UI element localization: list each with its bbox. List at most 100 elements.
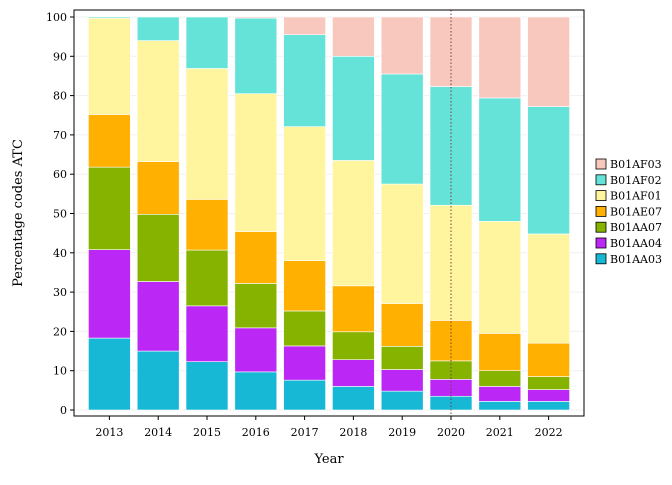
bar-segment — [380, 390, 424, 411]
legend-item: B01AF03 — [595, 158, 662, 171]
legend-swatch — [595, 237, 607, 249]
y-tick-label: 20 — [53, 325, 67, 338]
bar-segment — [380, 183, 424, 304]
bar-segment — [429, 16, 473, 87]
bar-segment — [332, 160, 375, 287]
bar-segment — [332, 285, 375, 333]
bar-segment — [478, 97, 522, 222]
bar-segment — [380, 346, 424, 370]
bar-segment — [136, 16, 180, 41]
bar-segment — [332, 16, 375, 57]
bar-segment — [185, 16, 229, 69]
legend-item: B01AA04 — [595, 237, 662, 250]
y-tick-label: 80 — [53, 90, 67, 103]
axes: 0 10 20 30 40 50 60 70 80 90 100 2013 2014 2015 2016 20… — [46, 11, 563, 439]
y-tick-label: 40 — [53, 247, 67, 260]
legend-item: B01AE07 — [595, 205, 662, 218]
bar-segment — [234, 327, 278, 373]
bar-segment — [234, 231, 278, 284]
y-tick-label: 100 — [46, 11, 67, 24]
x-tick-label: 2019 — [388, 426, 416, 439]
bar-segment — [88, 114, 131, 168]
bar-segment — [283, 16, 326, 35]
y-tick-label: 10 — [53, 365, 67, 378]
x-tick-label: 2015 — [193, 426, 221, 439]
bar-segment — [283, 260, 326, 312]
bar-segment — [185, 249, 229, 307]
y-tick-label: 0 — [60, 404, 67, 417]
bar-segment — [527, 342, 570, 377]
bar-segment — [136, 350, 180, 411]
y-tick-label: 70 — [53, 129, 67, 142]
x-tick-label: 2022 — [535, 426, 563, 439]
bar-segment — [136, 161, 180, 215]
x-tick-label: 2017 — [291, 426, 319, 439]
bar-segment — [478, 221, 522, 334]
x-tick-label: 2021 — [486, 426, 514, 439]
bar-segment — [527, 389, 570, 402]
bar-segment — [185, 305, 229, 362]
legend-item: B01AF01 — [595, 190, 662, 203]
legend-label: B01AF01 — [610, 190, 662, 203]
bar-segment — [185, 361, 229, 411]
x-tick-label: 2013 — [95, 426, 123, 439]
x-tick-label: 2016 — [242, 426, 270, 439]
legend-swatch — [595, 205, 607, 217]
bar-segment — [185, 68, 229, 200]
bar-segment — [136, 213, 180, 282]
bar-segment — [283, 345, 326, 381]
legend-swatch — [595, 190, 607, 202]
bar-segment — [283, 34, 326, 127]
bar-segment — [88, 249, 131, 339]
bar-segment — [283, 310, 326, 347]
bar-segment — [332, 55, 375, 161]
bar-segment — [380, 73, 424, 185]
legend-label: B01AA03 — [610, 253, 662, 266]
bar-segment — [332, 359, 375, 387]
bar-segment — [136, 281, 180, 352]
y-tick-label: 60 — [53, 168, 67, 181]
legend-swatch — [595, 158, 607, 170]
legend-label: B01AA07 — [610, 221, 662, 234]
bar-segment — [478, 401, 522, 411]
bar-segment — [527, 401, 570, 411]
bar-segment — [234, 93, 278, 232]
legend-label: B01AF02 — [610, 174, 662, 187]
bar-segment — [283, 126, 326, 261]
y-tick-label: 50 — [53, 208, 67, 221]
x-tick-label: 2020 — [437, 426, 465, 439]
legend-swatch — [595, 174, 607, 186]
y-tick-label: 30 — [53, 286, 67, 299]
bar-segment — [234, 371, 278, 411]
bars — [88, 16, 570, 411]
x-tick-label: 2014 — [144, 426, 172, 439]
bar-segment — [478, 16, 522, 99]
legend-item: B01AF02 — [595, 174, 662, 187]
bar-segment — [234, 17, 278, 94]
bar-segment — [380, 16, 424, 75]
bar-segment — [527, 106, 570, 235]
bar-segment — [88, 337, 131, 411]
bar-segment — [429, 86, 473, 206]
bar-segment — [332, 331, 375, 360]
bar-segment — [380, 369, 424, 392]
bar-segment — [88, 16, 131, 19]
y-axis-title: Percentage codes ATC — [11, 139, 26, 287]
bar-segment — [88, 166, 131, 250]
bar-segment — [283, 379, 326, 411]
legend-label: B01AE07 — [610, 205, 662, 218]
bar-segment — [185, 199, 229, 251]
legend: B01AF03 B01AF02 B01AF01 B01AE07 B01AA07 B01AA… — [595, 158, 662, 266]
bar-segment — [478, 370, 522, 387]
legend-swatch — [595, 221, 607, 233]
legend-label: B01AF03 — [610, 158, 662, 171]
x-axis-title: Year — [313, 452, 344, 467]
bar-segment — [527, 376, 570, 390]
legend-item: B01AA07 — [595, 221, 662, 234]
bar-segment — [332, 386, 375, 411]
bar-segment — [234, 283, 278, 329]
bar-segment — [136, 40, 180, 162]
legend-swatch — [595, 253, 607, 265]
y-tick-label: 90 — [53, 50, 67, 63]
